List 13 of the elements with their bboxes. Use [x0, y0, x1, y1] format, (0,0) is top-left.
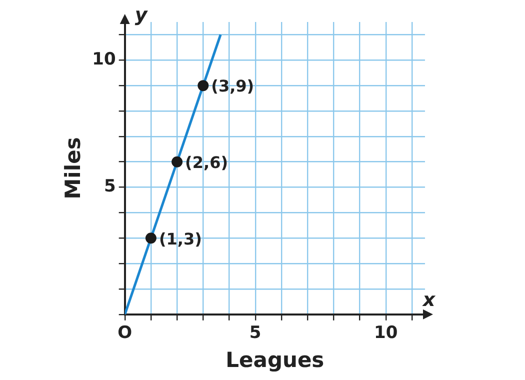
x-axis-title: Leagues — [226, 348, 324, 372]
annotation: (3,9) — [211, 76, 254, 96]
annotation: y — [134, 4, 149, 26]
x-tick-label: 10 — [374, 323, 398, 344]
point — [172, 156, 183, 168]
annotation: (1,3) — [158, 229, 202, 248]
point — [145, 232, 156, 244]
annotation: (2,6) — [185, 153, 228, 172]
y-axis-title: Miles — [61, 137, 86, 200]
x-tick-label: O — [118, 323, 132, 344]
x-tick-label: 5 — [249, 323, 262, 344]
annotation: x — [422, 288, 436, 311]
point — [198, 80, 209, 92]
